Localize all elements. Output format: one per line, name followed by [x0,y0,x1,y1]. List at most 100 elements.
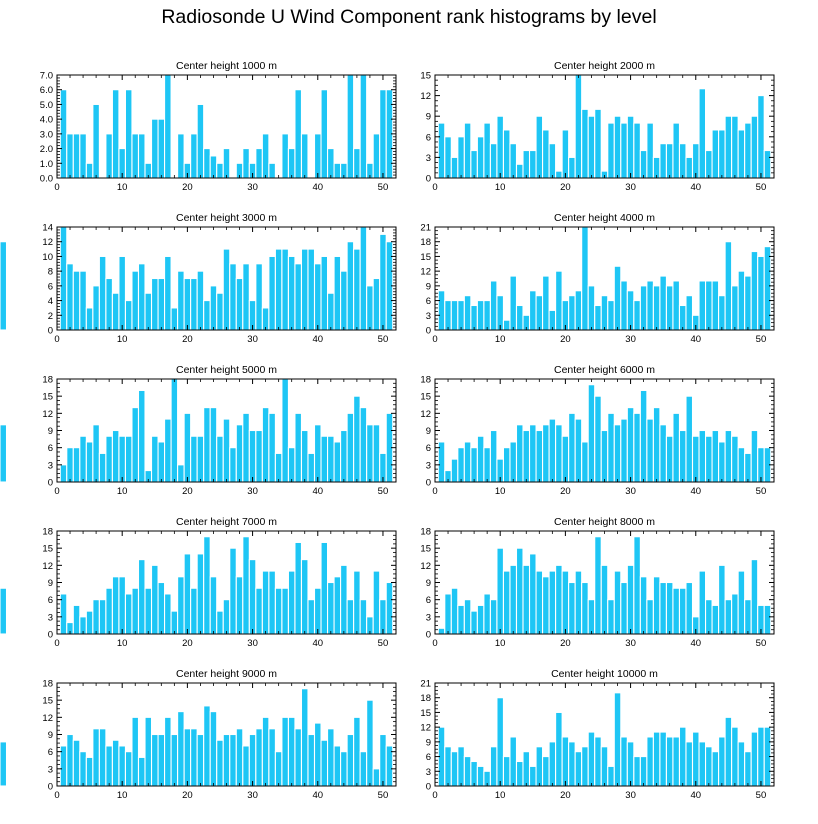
histogram-bar [313,263,322,331]
x-tick-label: 20 [560,182,571,193]
histogram-bar [372,277,381,331]
histogram-bar [691,435,700,483]
histogram-bar [326,581,335,635]
y-tick-label: 18 [42,527,53,538]
x-tick-label: 30 [625,334,636,345]
histogram-bar [320,89,329,179]
histogram-bar [196,103,205,179]
histogram-bar [333,745,342,787]
histogram-bar [711,429,720,483]
y-tick-label: 3 [426,460,431,471]
histogram-bar [118,255,127,331]
histogram-bar [72,447,81,483]
histogram-bar [502,319,511,331]
histogram-bar [678,429,687,483]
histogram-bar [92,728,100,787]
histogram-bar [203,536,211,635]
histogram-bar [242,148,250,179]
histogram-panel: Center height 5000 m 0 3 6 9 12 15 18 0 10 20 30 40 5… [0,364,397,497]
histogram-bar [607,599,615,635]
y-tick-label: 9 [48,730,53,741]
y-tick-label: 12 [420,561,431,572]
histogram-bar [600,746,609,787]
histogram-panel: Center height 1000 m 0.0 1.0 2.0 3.0 4.0 5.0 6.… [40,60,397,193]
x-tick-label: 40 [690,638,701,649]
histogram-bar [620,418,628,483]
histogram-bar [281,587,289,635]
panel-title: Center height 9000 m [176,668,277,680]
y-tick-label: 12 [420,91,431,102]
histogram-bar [385,581,394,635]
histogram-bar [268,570,276,635]
y-tick-label: 18 [420,693,431,704]
x-tick-label: 10 [117,790,128,801]
histogram-bar [66,133,74,179]
histogram-bar [763,604,772,635]
y-tick-label: 6 [48,281,53,292]
histogram-bar [542,756,550,787]
histogram-bar [731,726,739,787]
histogram-bar [711,751,720,787]
histogram-bar [620,122,628,179]
histogram-bar [98,452,107,483]
x-tick-label: 10 [117,182,128,193]
y-tick-label: 3 [48,460,53,471]
y-tick-label: 3.0 [40,129,53,140]
histogram-bar [633,756,641,787]
histogram-bar [372,768,381,787]
x-tick-label: 40 [312,334,323,345]
histogram-bar [170,378,179,483]
x-tick-label: 0 [432,334,437,345]
histogram-bar [359,226,368,331]
histogram-bar [646,599,654,635]
histogram-bar [718,564,726,635]
histogram-bar [613,692,622,787]
histogram-bar [137,263,146,331]
histogram-bar [685,581,694,635]
histogram-bar [489,143,498,179]
histogram-bar [731,593,739,635]
histogram-bar [85,756,94,787]
histogram-bar [294,89,303,179]
histogram-bar [691,143,700,179]
histogram-bar [105,277,113,331]
histogram-bar [470,304,478,331]
y-tick-label: 18 [420,527,431,538]
histogram-bar [665,435,674,483]
histogram-bar [261,716,270,787]
histogram-bar [203,705,211,787]
histogram-bar [118,435,127,483]
histogram-bar [366,699,374,787]
histogram-bar [164,716,172,787]
y-tick-label: 2.0 [40,144,53,155]
histogram-bar [164,74,172,179]
histogram-bar [66,447,74,483]
histogram-bar [659,275,667,331]
histogram-bar [222,599,231,635]
histogram-bar [737,570,746,635]
histogram-bar [450,300,459,331]
histogram-bar [515,760,524,787]
histogram-bar [359,599,368,635]
histogram-bar [607,412,615,483]
y-tick-label: 9 [426,112,431,123]
histogram-bar [496,547,504,635]
histogram-bar [620,280,628,331]
histogram-bar [66,263,74,331]
histogram-bar [281,248,289,331]
x-tick-label: 10 [495,334,506,345]
histogram-bar [542,275,550,331]
x-tick-label: 10 [117,486,128,497]
histogram-bar [450,587,459,635]
x-tick-label: 30 [625,486,636,497]
histogram-bar [157,581,166,635]
histogram-bar [659,424,667,483]
histogram-bar [574,570,583,635]
histogram-bar [98,599,107,635]
histogram-bar [450,458,459,483]
histogram-bar [0,587,8,635]
x-tick-label: 50 [756,486,767,497]
histogram-bar [326,292,335,331]
histogram-bar [581,746,589,787]
x-tick-label: 20 [560,638,571,649]
